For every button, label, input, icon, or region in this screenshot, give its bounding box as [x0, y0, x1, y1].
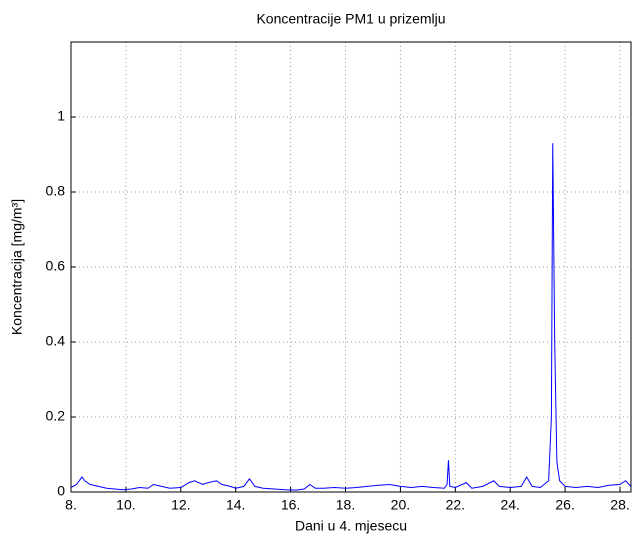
x-tick-label: 12. [171, 497, 190, 513]
y-tick-label: 0.2 [46, 408, 66, 424]
y-tick-label: 0.8 [46, 183, 66, 199]
plot-frame [70, 41, 632, 493]
x-tick-label: 22. [446, 497, 465, 513]
x-tick-label: 16. [281, 497, 300, 513]
y-tick-label: 0.6 [46, 258, 66, 274]
x-tick-label: 18. [336, 497, 355, 513]
x-tick-label: 26. [555, 497, 574, 513]
x-tick-label: 20. [391, 497, 410, 513]
data-line [70, 143, 632, 491]
y-tick-label: 1 [57, 108, 65, 124]
x-tick-label: 14. [226, 497, 245, 513]
chart-title: Koncentracije PM1 u prizemlju [256, 11, 445, 27]
x-tick-label: 24. [500, 497, 519, 513]
y-axis-label: Koncentracija [mg/m³] [9, 199, 25, 335]
x-axis-label: Dani u 4. mjesecu [295, 518, 407, 534]
x-tick-label: 28. [610, 497, 629, 513]
y-tick-label: 0.4 [46, 333, 66, 349]
x-tick-label: 10. [116, 497, 135, 513]
x-tick-label: 8. [65, 497, 77, 513]
y-tick-label: 0 [57, 483, 65, 499]
